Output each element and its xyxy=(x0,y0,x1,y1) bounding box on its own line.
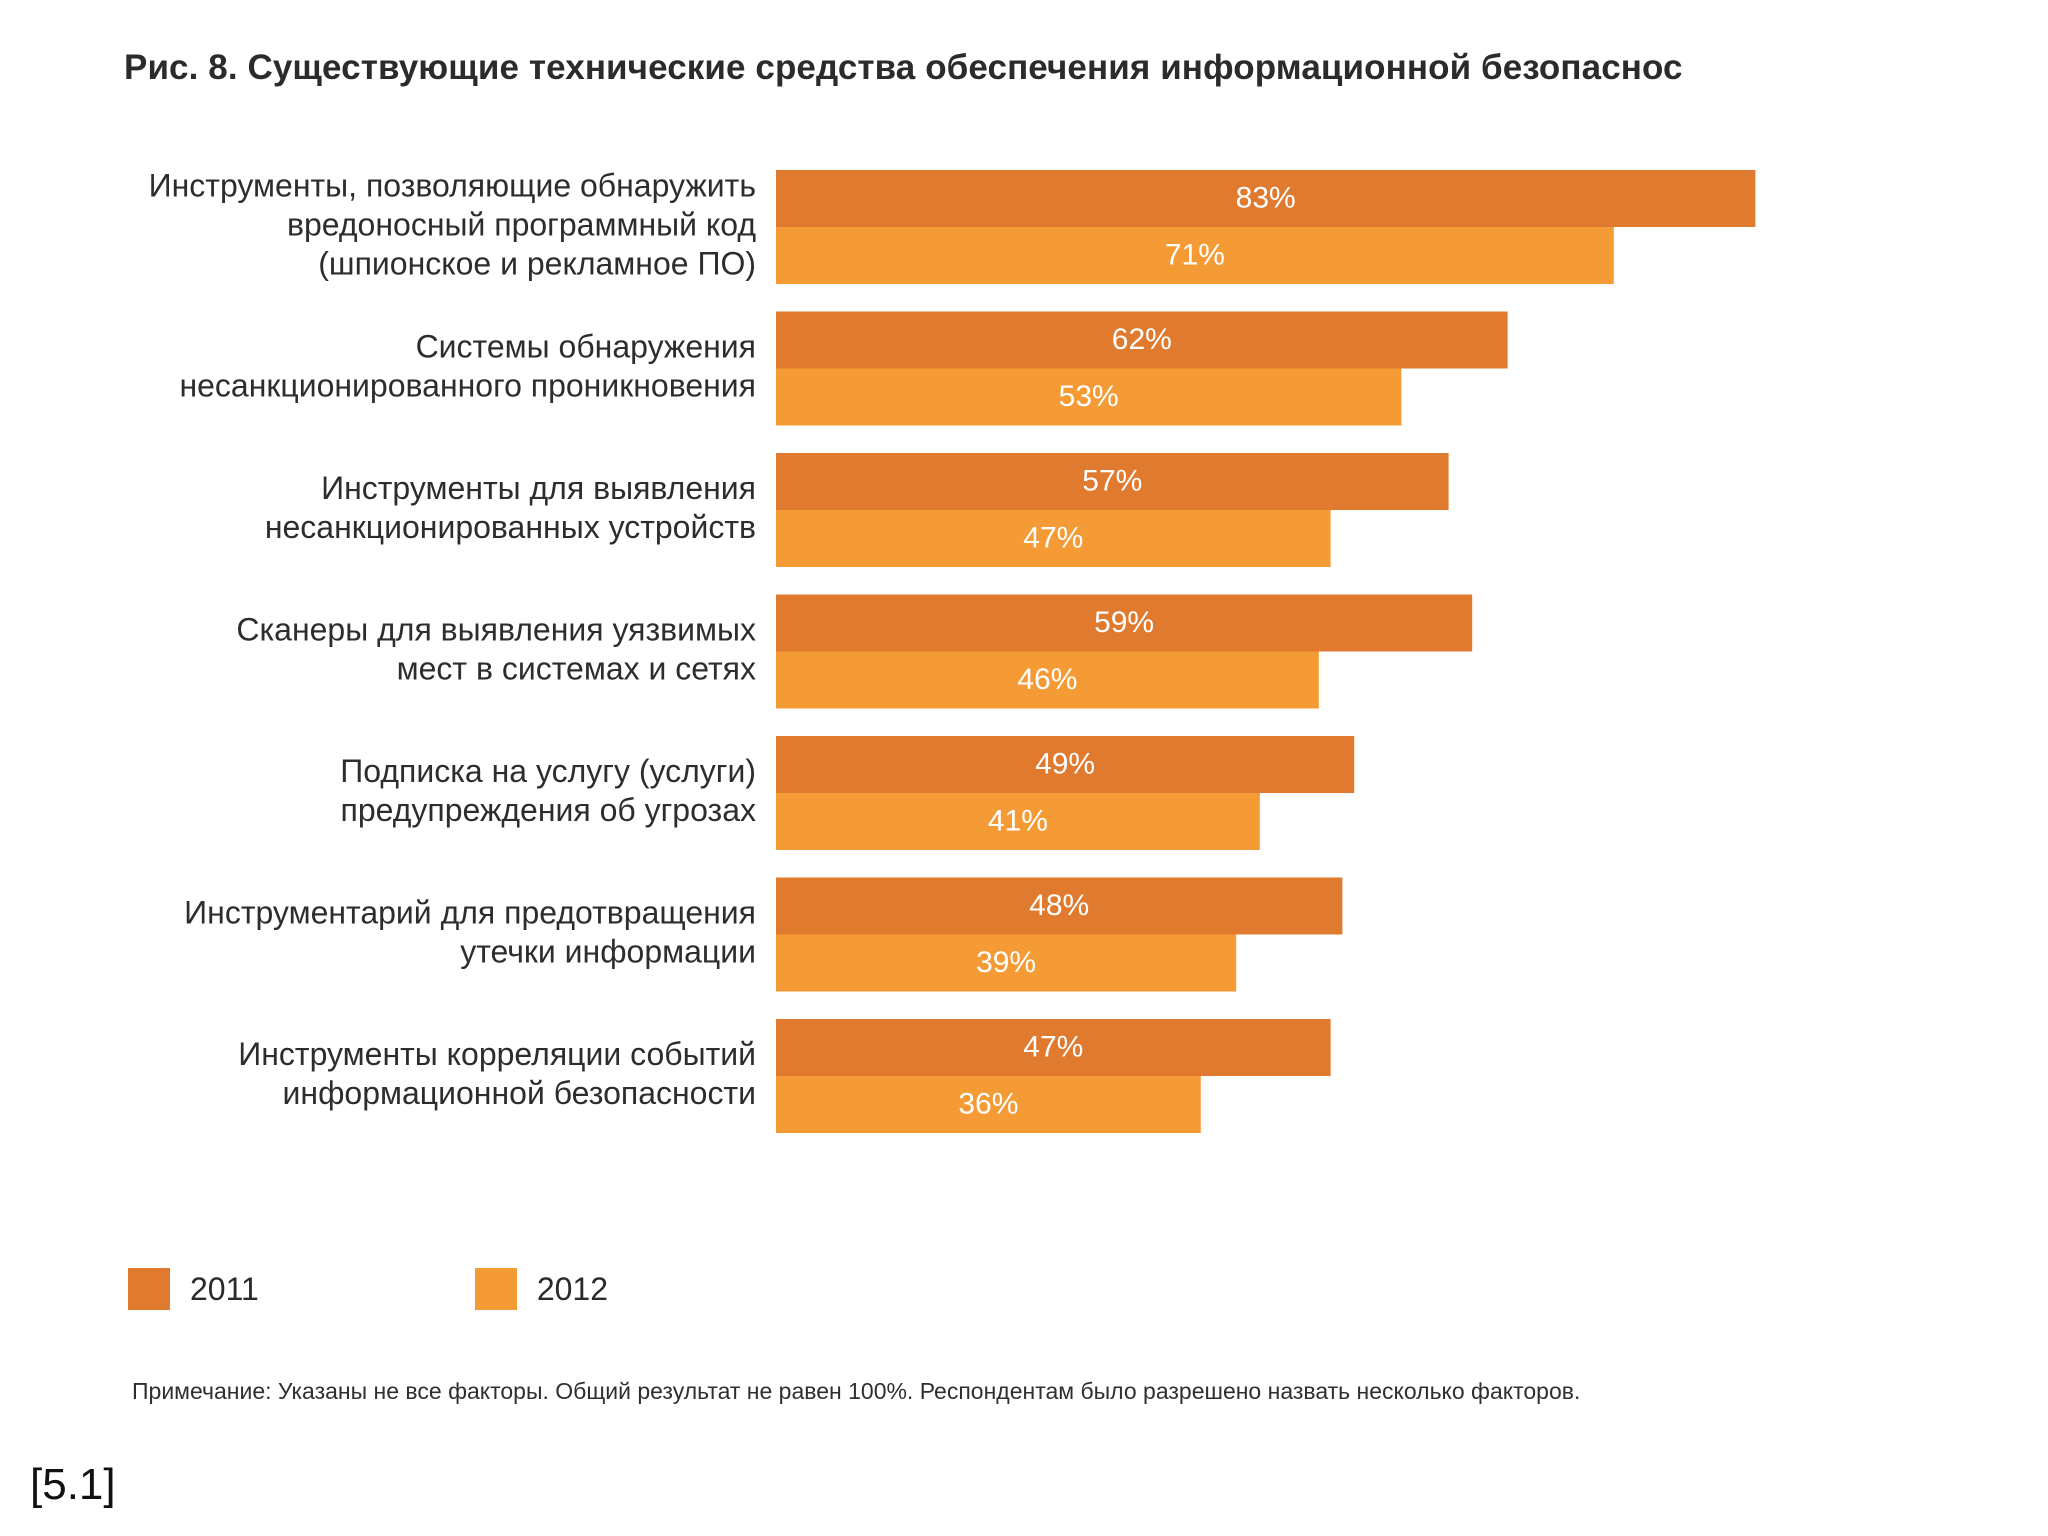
category-label-0-line-1: вредоносный программный код xyxy=(287,206,756,242)
bar-label-2011-1: 62% xyxy=(1112,323,1172,356)
chart-title: Рис. 8. Существующие технические средств… xyxy=(124,48,1683,87)
bar-2011-6 xyxy=(776,1019,1331,1076)
category-label-3-line-0: Сканеры для выявления уязвимых xyxy=(236,611,756,647)
bar-label-2011-6: 47% xyxy=(1023,1030,1083,1063)
bar-label-2012-1: 53% xyxy=(1059,380,1119,413)
legend: 2011 2012 xyxy=(128,1268,824,1310)
bar-label-2012-6: 36% xyxy=(958,1087,1018,1120)
bar-2012-0 xyxy=(776,227,1614,284)
category-label-2-line-1: несанкционированных устройств xyxy=(265,509,756,545)
category-label-5-line-1: утечки информации xyxy=(460,933,756,969)
bar-2011-1 xyxy=(776,311,1508,369)
bar-2011-2 xyxy=(776,453,1449,510)
category-label-6-line-0: Инструменты корреляции событий xyxy=(238,1036,756,1072)
bar-chart: Инструменты, позволяющие обнаружитьвредо… xyxy=(149,167,1756,1133)
legend-label-2012: 2012 xyxy=(536,1270,608,1307)
bar-label-2012-5: 39% xyxy=(976,946,1036,979)
bar-2012-6 xyxy=(776,1076,1201,1133)
bar-label-2011-4: 49% xyxy=(1035,747,1095,780)
bar-label-2011-5: 48% xyxy=(1029,889,1089,922)
category-label-1-line-1: несанкционированного проникновения xyxy=(179,367,756,403)
bar-label-2011-2: 57% xyxy=(1082,464,1142,497)
category-label-3-line-1: мест в системах и сетях xyxy=(397,650,756,686)
category-label-0-line-0: Инструменты, позволяющие обнаружить xyxy=(149,167,756,203)
legend-label-2011: 2011 xyxy=(190,1270,259,1307)
reference-marker: [5.1] xyxy=(30,1460,116,1509)
bar-label-2012-4: 41% xyxy=(988,804,1048,837)
category-label-4-line-0: Подписка на услугу (услуги) xyxy=(340,753,756,789)
category-label-4-line-1: предупреждения об угрозах xyxy=(341,792,756,828)
bar-2011-4 xyxy=(776,736,1355,793)
category-label-1-line-0: Системы обнаружения xyxy=(416,328,756,364)
bar-label-2012-3: 46% xyxy=(1017,663,1077,696)
bar-2012-4 xyxy=(776,793,1260,850)
bar-label-2011-0: 83% xyxy=(1236,181,1296,214)
bar-2012-1 xyxy=(776,368,1402,426)
legend-swatch-2012 xyxy=(474,1268,517,1310)
bar-label-2012-0: 71% xyxy=(1165,238,1225,271)
category-label-6-line-1: информационной безопасности xyxy=(283,1075,756,1111)
bar-2011-5 xyxy=(776,877,1343,935)
bar-2011-3 xyxy=(776,594,1473,652)
bar-2011-0 xyxy=(776,170,1756,227)
legend-swatch-2011 xyxy=(128,1268,170,1310)
category-label-0-line-2: (шпионское и рекламное ПО) xyxy=(318,245,756,281)
category-label-5-line-0: Инструментарий для предотвращения xyxy=(184,894,756,930)
bar-2012-2 xyxy=(776,510,1331,567)
legend-item-2011: 2011 xyxy=(128,1268,259,1310)
bar-label-2012-2: 47% xyxy=(1023,521,1083,554)
bar-label-2011-3: 59% xyxy=(1094,606,1154,639)
legend-item-2012: 2012 xyxy=(474,1268,608,1310)
category-label-2-line-0: Инструменты для выявления xyxy=(321,470,756,506)
bar-2012-5 xyxy=(776,934,1237,992)
bar-2012-3 xyxy=(776,651,1319,709)
footnote: Примечание: Указаны не все факторы. Общи… xyxy=(132,1378,1581,1404)
